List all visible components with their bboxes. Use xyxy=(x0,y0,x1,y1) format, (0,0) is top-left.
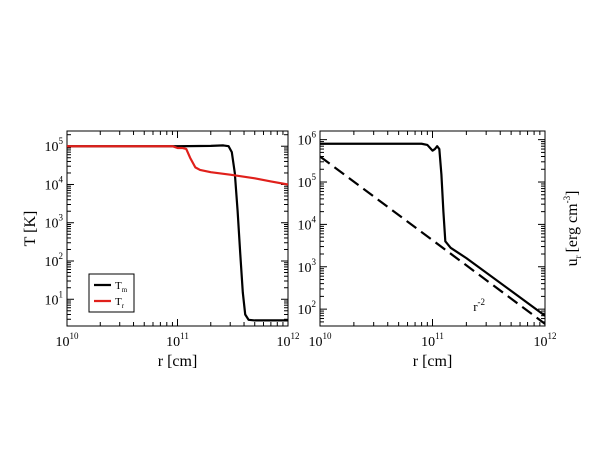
x-tick-label-base: 10 xyxy=(277,335,291,350)
x-tick-label: 1010 xyxy=(309,331,333,350)
y-axis-label-units: [erg cm xyxy=(564,203,581,253)
y-tick-label-exponent: 4 xyxy=(59,174,64,184)
x-tick-label-base: 10 xyxy=(534,335,548,350)
y-tick-label: 106 xyxy=(298,130,317,149)
legend-entry-label: T xyxy=(115,296,122,308)
series-line-r-2 xyxy=(320,155,545,325)
y-axis-label-units-exponent: -3 xyxy=(562,195,572,203)
y-tick-label-exponent: 5 xyxy=(59,136,64,146)
x-axis-label: r [cm] xyxy=(158,353,198,370)
y-axis-label: ur [erg cm-3] xyxy=(562,191,583,267)
y-tick-label: 103 xyxy=(298,257,317,276)
x-tick-label-base: 10 xyxy=(56,335,70,350)
x-tick-label: 1011 xyxy=(421,331,444,350)
y-tick-label: 102 xyxy=(298,299,317,318)
annotation-r-power: r-2 xyxy=(473,297,485,314)
legend-entry: Tr xyxy=(115,296,125,310)
annotation-exponent: -2 xyxy=(478,297,486,307)
x-tick-label: 1012 xyxy=(277,331,300,350)
x-tick-label-exponent: 12 xyxy=(548,331,557,341)
y-tick-label-exponent: 5 xyxy=(312,172,317,182)
x-tick-label-base: 10 xyxy=(309,335,323,350)
x-tick-label-exponent: 10 xyxy=(323,331,333,341)
series-line-tr xyxy=(67,145,288,186)
x-tick-label-exponent: 12 xyxy=(291,331,300,341)
x-axis-label: r [cm] xyxy=(413,353,453,370)
y-tick-label: 104 xyxy=(298,214,317,233)
y-tick-label: 103 xyxy=(45,213,64,232)
y-tick-label-exponent: 1 xyxy=(59,289,64,299)
legend-entry: Tm xyxy=(115,280,128,294)
x-tick-label: 1011 xyxy=(166,331,189,350)
x-tick-label-exponent: 10 xyxy=(70,331,80,341)
y-tick-label: 105 xyxy=(45,136,64,155)
y-tick-label-base: 10 xyxy=(45,255,59,270)
x-tick-label-base: 10 xyxy=(421,335,435,350)
y-tick-label-base: 10 xyxy=(298,303,312,318)
y-axis-label-subscript: r xyxy=(573,255,583,258)
y-tick-label-base: 10 xyxy=(45,178,59,193)
y-tick-label-base: 10 xyxy=(298,134,312,149)
y-tick-label-base: 10 xyxy=(45,140,59,155)
y-tick-label: 104 xyxy=(45,174,64,193)
x-tick-label: 1012 xyxy=(534,331,557,350)
y-axis-label-text: u xyxy=(564,258,581,266)
y-tick-label-exponent: 2 xyxy=(59,251,64,261)
y-tick-label-base: 10 xyxy=(45,293,59,308)
legend-entry-subscript: m xyxy=(122,286,128,294)
y-tick-label: 105 xyxy=(298,172,317,191)
legend-entry-subscript: r xyxy=(122,302,125,310)
series-line-tm xyxy=(67,144,288,322)
y-tick-label-base: 10 xyxy=(298,176,312,191)
y-axis-label-units-close: ] xyxy=(564,191,581,196)
y-axis-label-text: T [K] xyxy=(22,211,39,247)
y-tick-label: 101 xyxy=(45,289,64,308)
x-tick-label-exponent: 11 xyxy=(180,331,189,341)
y-tick-label-base: 10 xyxy=(298,261,312,276)
x-tick-label: 1010 xyxy=(56,331,80,350)
x-tick-label-exponent: 11 xyxy=(435,331,444,341)
legend-box xyxy=(88,273,135,313)
x-tick-label-base: 10 xyxy=(166,335,180,350)
plot-frame xyxy=(319,130,546,327)
y-axis-label: T [K] xyxy=(22,211,39,247)
series-line-ur xyxy=(320,142,545,317)
y-tick-label-exponent: 6 xyxy=(312,130,317,140)
y-tick-label-base: 10 xyxy=(45,217,59,232)
y-tick-label-exponent: 2 xyxy=(312,299,317,309)
y-tick-label: 102 xyxy=(45,251,64,270)
annotation-text: r xyxy=(473,299,478,314)
y-tick-label-exponent: 3 xyxy=(312,257,317,267)
y-tick-label-exponent: 4 xyxy=(312,214,317,224)
y-tick-label-base: 10 xyxy=(298,218,312,233)
legend-entry-label: T xyxy=(115,280,122,292)
y-tick-label-exponent: 3 xyxy=(59,213,64,223)
